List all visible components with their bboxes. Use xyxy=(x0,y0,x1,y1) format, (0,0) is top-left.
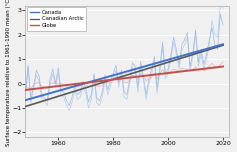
Y-axis label: Surface temperature relative to 1961-1990 mean (°C): Surface temperature relative to 1961-199… xyxy=(5,0,11,146)
Legend: Canada, Canadian Arctic, Globe: Canada, Canadian Arctic, Globe xyxy=(27,7,86,31)
